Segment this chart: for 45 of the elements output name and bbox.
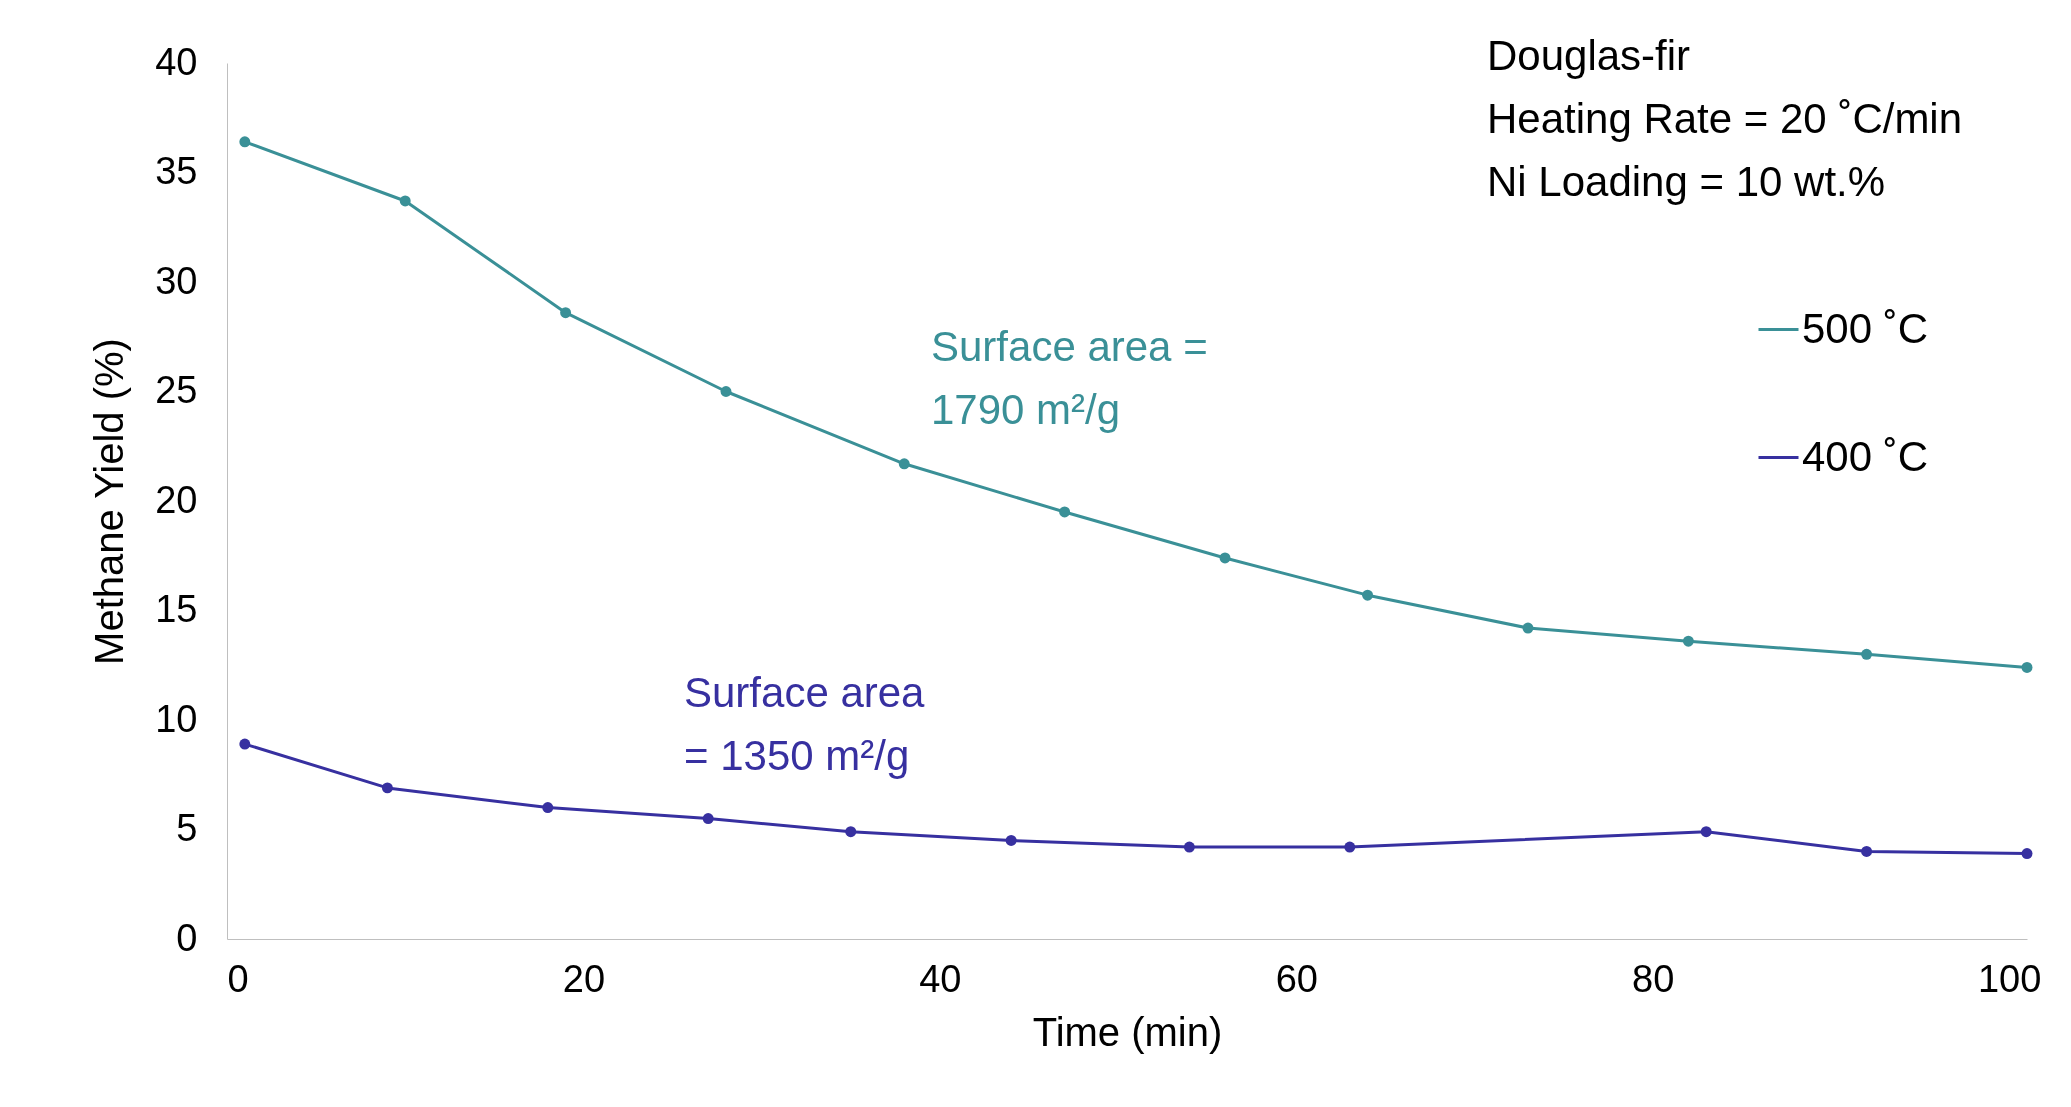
x-tick-label: 40 <box>919 957 962 1000</box>
x-tick-label: 0 <box>227 957 249 1000</box>
point <box>239 738 251 750</box>
point <box>1522 622 1534 634</box>
y-tick-label: 40 <box>155 40 198 83</box>
y-tick-label: 5 <box>176 807 198 849</box>
y-tick-label: 35 <box>155 150 198 192</box>
point <box>1362 589 1374 601</box>
point <box>702 813 714 825</box>
x-tick-label: 20 <box>562 957 606 1000</box>
point <box>542 802 554 814</box>
point <box>2021 661 2033 673</box>
point <box>1682 635 1694 647</box>
point <box>845 826 857 838</box>
point <box>1861 845 1873 857</box>
point <box>1005 834 1017 846</box>
y-tick-label: 0 <box>176 916 198 959</box>
point <box>720 386 732 397</box>
point <box>560 307 572 319</box>
x-tick-label: 100 <box>1977 957 2042 1000</box>
point <box>1344 841 1356 853</box>
x-axis-title: Time (min) <box>1032 1009 1223 1054</box>
legend-label: 500 ˚C <box>1802 304 1929 352</box>
annotation: Douglas-fir Heating Rate = 20 ˚C/min Ni Loading = 10 wt.% <box>1487 32 1963 205</box>
point <box>1861 648 1873 660</box>
y-tick-label: 20 <box>155 478 198 521</box>
point <box>898 458 910 470</box>
point <box>1219 552 1231 564</box>
y-tick-label: 25 <box>155 369 198 411</box>
x-tick-label: 60 <box>1275 957 1318 1000</box>
y-tick-label: 10 <box>155 697 198 740</box>
point <box>239 136 251 148</box>
point <box>1059 506 1071 518</box>
y-axis-title: Methane Yield (%) <box>87 338 132 665</box>
annotation: Surface area = 1790 m²/g <box>931 323 1208 433</box>
annotation: Surface area = 1350 m²/g <box>684 669 926 779</box>
point <box>1700 826 1712 838</box>
point <box>2021 848 2033 860</box>
point <box>1183 841 1195 853</box>
x-tick-label: 80 <box>1632 957 1675 1000</box>
legend-label: 400 ˚C <box>1802 432 1929 480</box>
y-tick-label: 15 <box>155 588 198 630</box>
y-tick-label: 30 <box>155 259 198 302</box>
point <box>381 782 393 794</box>
point <box>399 195 411 207</box>
